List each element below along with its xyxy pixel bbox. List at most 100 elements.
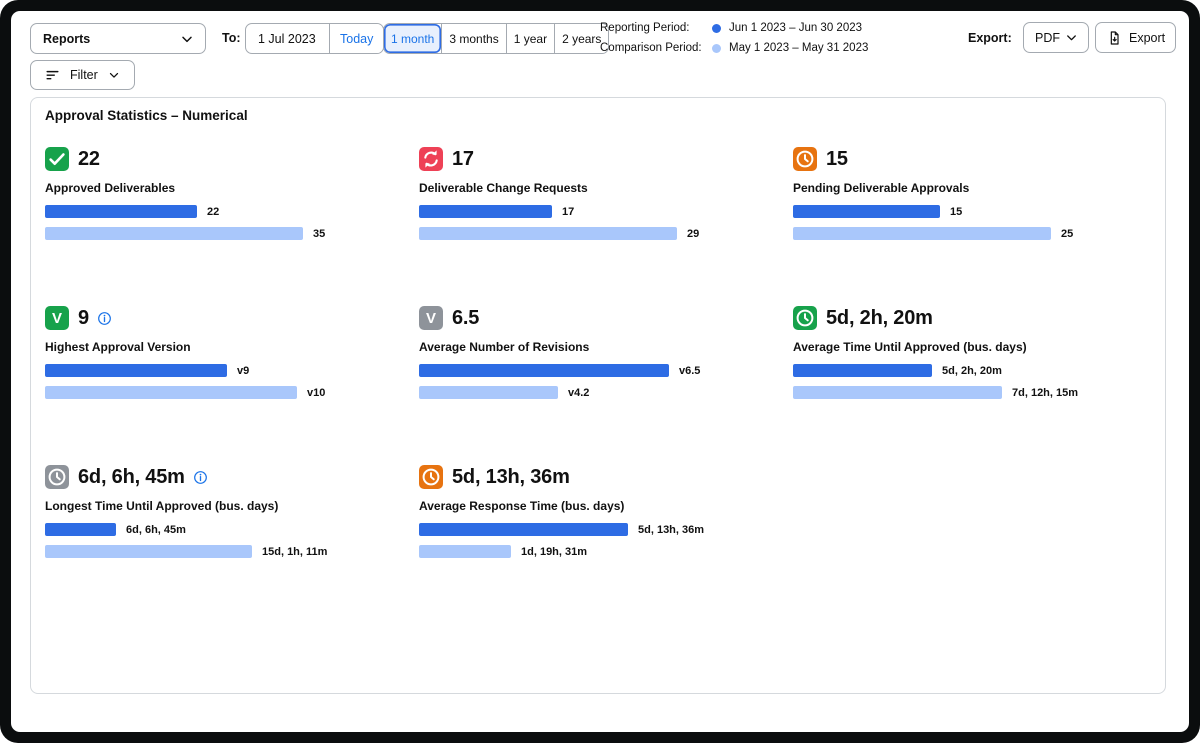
current-period-bar-row: 6d, 6h, 45m [45, 523, 419, 536]
current-period-bar-row: v6.5 [419, 364, 793, 377]
file-export-icon [1106, 30, 1122, 46]
comparison-period-value: 7d, 12h, 15m [1012, 386, 1079, 399]
chevron-down-icon [179, 31, 195, 47]
comparison-period-row: Comparison Period: May 1 2023 – May 31 2… [600, 40, 868, 56]
reporting-period-value: Jun 1 2023 – Jun 30 2023 [729, 22, 863, 34]
comparison-period-bar-row: 7d, 12h, 15m [793, 386, 1167, 399]
info-icon[interactable] [96, 310, 113, 327]
metric-value: 22 [78, 147, 100, 170]
metric-label: Pending Deliverable Approvals [793, 181, 970, 195]
metric-card: 15 Pending Deliverable Approvals 15 25 [793, 147, 1167, 240]
comparison-period-value: v10 [307, 386, 326, 399]
info-icon[interactable] [192, 469, 209, 486]
metric-head: 6d, 6h, 45m [45, 465, 419, 489]
metric-card: V 9 Highest Approval Version v9 v10 [45, 306, 419, 399]
metric-head: 17 [419, 147, 793, 171]
version-icon: V [419, 306, 443, 330]
comparison-period-value: 1d, 19h, 31m [521, 545, 588, 558]
filter-button[interactable]: Filter [30, 60, 135, 90]
reporting-period-row: Reporting Period: Jun 1 2023 – Jun 30 20… [600, 20, 868, 36]
metric-label: Deliverable Change Requests [419, 181, 588, 195]
current-period-bar [45, 523, 116, 536]
reporting-period-dot [712, 23, 721, 33]
comparison-period-value: May 1 2023 – May 31 2023 [729, 42, 869, 54]
range-group: 1 month 3 months 1 year 2 years [383, 23, 610, 54]
range-option-1-year[interactable]: 1 year [505, 24, 555, 53]
metric-head: 22 [45, 147, 419, 171]
metric-head: 5d, 13h, 36m [419, 465, 793, 489]
metric-label: Approved Deliverables [45, 181, 176, 195]
metric-value: 5d, 13h, 36m [452, 465, 570, 488]
today-button[interactable]: Today [329, 24, 384, 53]
filter-button-label: Filter [70, 68, 98, 82]
metric-label: Average Response Time (bus. days) [419, 499, 625, 513]
current-period-value: 5d, 2h, 20m [942, 364, 1002, 377]
comparison-period-label: Comparison Period: [600, 42, 702, 54]
export-button[interactable]: Export [1095, 22, 1177, 53]
check-icon [45, 147, 69, 171]
comparison-period-dot [712, 43, 721, 53]
reports-dropdown[interactable]: Reports [30, 23, 206, 54]
current-period-bar-row: v9 [45, 364, 419, 377]
metric-head: 15 [793, 147, 1167, 171]
metric-value: 5d, 2h, 20m [826, 306, 933, 329]
metric-value: 15 [826, 147, 848, 170]
comparison-period-value: 25 [1061, 227, 1074, 240]
metric-value: 6d, 6h, 45m [78, 465, 185, 488]
export-format-dropdown[interactable]: PDF [1023, 22, 1089, 53]
comparison-period-bar-row: 15d, 1h, 11m [45, 545, 419, 558]
comparison-period-bar [45, 386, 297, 399]
metric-card: V 6.5 Average Number of Revisions v6.5 v… [419, 306, 793, 399]
metric-card: 22 Approved Deliverables 22 35 [45, 147, 419, 240]
clock-icon [793, 147, 817, 171]
comparison-period-bar [793, 386, 1002, 399]
metric-label: Longest Time Until Approved (bus. days) [45, 499, 279, 513]
range-option-2-years[interactable]: 2 years [554, 24, 609, 53]
metric-head: 5d, 2h, 20m [793, 306, 1167, 330]
export-button-label: Export [1129, 30, 1166, 45]
to-date-input[interactable]: 1 Jul 2023 [258, 31, 316, 46]
comparison-period-bar-row: 25 [793, 227, 1167, 240]
version-icon: V [45, 306, 69, 330]
chevron-down-icon [107, 68, 121, 82]
clock-icon [793, 306, 817, 330]
comparison-period-bar [45, 227, 303, 240]
metric-card: 5d, 2h, 20m Average Time Until Approved … [793, 306, 1167, 399]
comparison-period-value: 35 [313, 227, 326, 240]
current-period-bar-row: 22 [45, 205, 419, 218]
export-label: Export: [968, 31, 1012, 45]
chevron-down-icon [1064, 30, 1079, 45]
current-period-value: v6.5 [679, 364, 701, 377]
metric-label: Average Number of Revisions [419, 340, 590, 354]
current-period-bar [419, 364, 669, 377]
current-period-bar [419, 205, 552, 218]
clock-icon [419, 465, 443, 489]
reporting-period-label: Reporting Period: [600, 22, 690, 34]
comparison-period-bar-row: 1d, 19h, 31m [419, 545, 793, 558]
range-option-1-month[interactable]: 1 month [384, 24, 442, 53]
metric-value: 17 [452, 147, 474, 170]
metrics-grid: 22 Approved Deliverables 22 35 17 Delive… [45, 147, 1167, 558]
comparison-period-bar [419, 386, 558, 399]
date-range-group: 1 Jul 2023 Today [245, 23, 385, 54]
comparison-period-bar [45, 545, 252, 558]
metric-head: V 9 [45, 306, 419, 330]
approval-statistics-panel: Approval Statistics – Numerical 22 Appro… [30, 97, 1166, 694]
metric-value: 9 [78, 306, 89, 329]
current-period-value: 5d, 13h, 36m [638, 523, 705, 536]
current-period-bar-row: 17 [419, 205, 793, 218]
current-period-value: 6d, 6h, 45m [126, 523, 186, 536]
clock-icon [45, 465, 69, 489]
current-period-bar-row: 5d, 13h, 36m [419, 523, 793, 536]
current-period-value: 17 [562, 205, 575, 218]
export-format-value: PDF [1035, 30, 1060, 45]
current-period-value: 15 [950, 205, 963, 218]
comparison-period-value: 29 [687, 227, 700, 240]
refresh-icon [419, 147, 443, 171]
metric-label: Highest Approval Version [45, 340, 191, 354]
range-option-3-months[interactable]: 3 months [441, 24, 506, 53]
current-period-bar [45, 364, 227, 377]
comparison-period-bar-row: 29 [419, 227, 793, 240]
period-legend: Reporting Period: Jun 1 2023 – Jun 30 20… [600, 20, 868, 56]
